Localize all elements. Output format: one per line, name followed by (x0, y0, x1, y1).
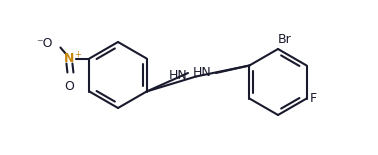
Text: Br: Br (278, 33, 292, 46)
Text: HN: HN (193, 66, 211, 80)
Text: F: F (310, 92, 317, 105)
Text: HN: HN (169, 69, 188, 82)
Text: O: O (65, 80, 74, 93)
Text: ⁻O: ⁻O (36, 37, 53, 50)
Text: N: N (64, 52, 74, 65)
Text: +: + (74, 50, 81, 59)
